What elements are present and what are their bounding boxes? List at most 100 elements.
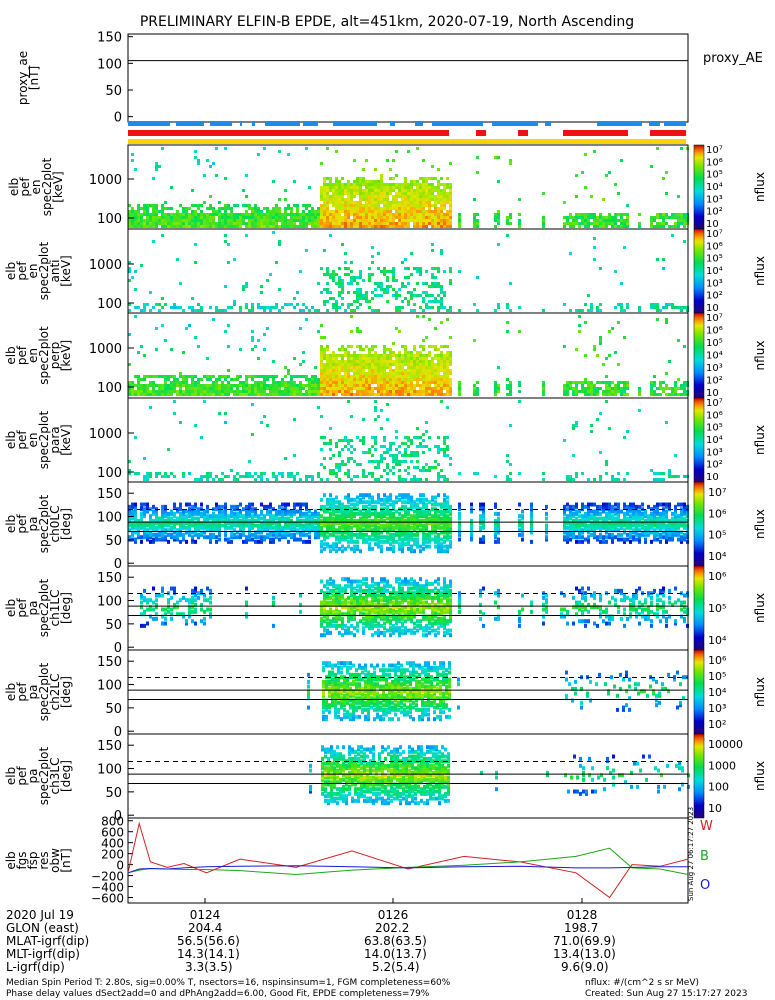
- heatmap-cell: [137, 306, 140, 309]
- heatmap-cell: [437, 369, 440, 372]
- heatmap-cell: [140, 264, 143, 267]
- heatmap-cell: [299, 390, 302, 393]
- heatmap-cell: [650, 381, 653, 384]
- heatmap-cell: [335, 204, 338, 207]
- heatmap-cell: [437, 348, 440, 351]
- heatmap-cell: [260, 509, 263, 514]
- heatmap-cell: [233, 213, 236, 216]
- heatmap-cell: [380, 454, 383, 457]
- heatmap-cell: [374, 219, 377, 222]
- heatmap-cell: [413, 514, 416, 519]
- heatmap-cell: [182, 309, 185, 312]
- heatmap-cell: [380, 409, 383, 412]
- heatmap-cell: [338, 378, 341, 381]
- heatmap-cell: [401, 442, 404, 445]
- heatmap-cell: [626, 222, 629, 225]
- heatmap-cell: [332, 511, 335, 516]
- heatmap-cell: [152, 222, 155, 225]
- heatmap-cell: [287, 521, 290, 526]
- heatmap-cell: [407, 378, 410, 381]
- heatmap-cell: [251, 384, 254, 387]
- heatmap-cell: [419, 201, 422, 204]
- heatmap-cell: [128, 279, 131, 282]
- heatmap-cell: [389, 387, 392, 390]
- heatmap-cell: [371, 475, 374, 478]
- heatmap-cell: [344, 378, 347, 381]
- heatmap-cell: [353, 225, 356, 228]
- heatmap-cell: [434, 387, 437, 390]
- heatmap-cell: [668, 469, 671, 472]
- heatmap-cell: [431, 530, 434, 535]
- heatmap-cell: [374, 213, 377, 216]
- heatmap-cell: [425, 387, 428, 390]
- heatmap-cell: [251, 378, 254, 381]
- ytick-label: 1000: [89, 342, 122, 357]
- heatmap-cell: [428, 539, 431, 544]
- heatmap-cell: [350, 369, 353, 372]
- heatmap-cell: [281, 475, 284, 478]
- heatmap-cell: [326, 502, 329, 507]
- heatmap-cell: [416, 189, 419, 192]
- heatmap-cell: [410, 381, 413, 384]
- heatmap-cell: [419, 478, 422, 481]
- heatmap-cell: [131, 509, 134, 514]
- heatmap-cell: [437, 216, 440, 219]
- heatmap-cell: [341, 243, 344, 246]
- heatmap-cell: [200, 530, 203, 535]
- heatmap-cell: [416, 357, 419, 360]
- heatmap-cell: [191, 523, 194, 528]
- heatmap-cell: [173, 213, 176, 216]
- heatmap-cell: [362, 189, 365, 192]
- heatmap-cell: [254, 532, 257, 537]
- heatmap-cell: [317, 532, 320, 537]
- heatmap-cell: [155, 225, 158, 228]
- heatmap-cell: [356, 381, 359, 384]
- heatmap-cell: [611, 216, 614, 219]
- heatmap-cell: [158, 390, 161, 393]
- heatmap-cell: [422, 357, 425, 360]
- heatmap-cell: [311, 514, 314, 519]
- heatmap-cell: [410, 504, 413, 509]
- heatmap-cell: [329, 357, 332, 360]
- heatmap-cell: [437, 532, 440, 537]
- heatmap-cell: [356, 539, 359, 544]
- heatmap-cell: [350, 502, 353, 507]
- heatmap-cell: [233, 528, 236, 533]
- heatmap-cell: [425, 390, 428, 393]
- heatmap-cell: [272, 219, 275, 222]
- heatmap-cell: [572, 216, 575, 219]
- heatmap-cell: [167, 532, 170, 537]
- heatmap-cell: [323, 442, 326, 445]
- heatmap-cell: [278, 219, 281, 222]
- heatmap-cell: [278, 523, 281, 528]
- heatmap-cell: [617, 321, 620, 324]
- heatmap-cell: [314, 375, 317, 378]
- heatmap-cell: [581, 472, 584, 475]
- heatmap-cell: [398, 381, 401, 384]
- status-bar-yellow: [128, 139, 686, 144]
- heatmap-cell: [272, 213, 275, 216]
- heatmap-cell: [221, 514, 224, 519]
- ylabel-line: elb: [4, 767, 18, 785]
- heatmap-cell: [407, 276, 410, 279]
- heatmap-cell: [290, 210, 293, 213]
- heatmap-cell: [362, 475, 365, 478]
- heatmap-cell: [272, 472, 275, 475]
- heatmap-cell: [383, 469, 386, 472]
- heatmap-cell: [248, 518, 251, 523]
- heatmap-cell: [329, 195, 332, 198]
- status-bar-blue: [390, 121, 395, 126]
- heatmap-cell: [437, 357, 440, 360]
- heatmap-cell: [314, 390, 317, 393]
- heatmap-cell: [605, 390, 608, 393]
- heatmap-cell: [386, 300, 389, 303]
- heatmap-cell: [137, 222, 140, 225]
- heatmap-cell: [341, 345, 344, 348]
- heatmap-cell: [332, 204, 335, 207]
- heatmap-cell: [374, 183, 377, 186]
- heatmap-cell: [347, 375, 350, 378]
- heatmap-cell: [386, 463, 389, 466]
- ylabel-line: ch0LC: [48, 506, 62, 543]
- heatmap-cell: [128, 387, 131, 390]
